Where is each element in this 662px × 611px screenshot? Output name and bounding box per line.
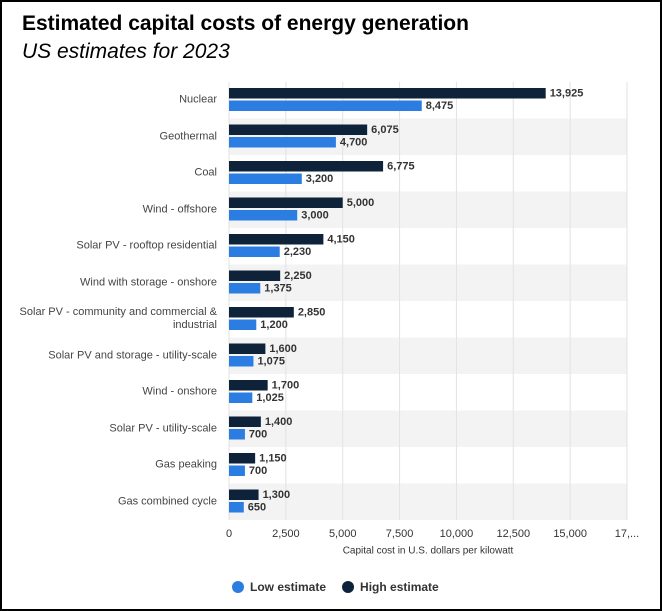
bar [229,319,257,330]
x-tick-label: 0 [226,528,232,540]
category-label: Solar PV - utility-scale [109,422,217,435]
value-label: 1,300 [263,489,291,501]
value-label: 1,150 [259,453,287,465]
category-label: Wind - offshore [142,203,217,216]
bar [229,380,268,391]
bar [229,416,261,427]
row-band [229,483,627,520]
row-band [229,191,627,228]
value-label: 2,230 [284,246,312,258]
category-label: Gas combined cycle [117,495,217,508]
category-label: Gas peaking [155,458,217,471]
value-label: 4,150 [327,234,355,246]
row-band [229,337,627,374]
value-label: 700 [249,429,267,441]
value-label: 1,400 [265,416,293,428]
bar [229,502,244,513]
value-label: 5,000 [347,197,375,209]
chart-subtitle: US estimates for 2023 [22,40,230,63]
bar [229,465,245,476]
value-label: 1,375 [264,283,292,295]
bar [229,283,261,294]
value-label: 6,775 [387,161,415,173]
x-tick-label: 12,500 [496,528,530,540]
row-band [229,410,627,447]
category-label: Nuclear [179,93,217,106]
category-label: Solar PV and storage - utility-scale [48,349,217,362]
bar [229,197,343,208]
bar [229,429,245,440]
bar [229,210,298,221]
value-label: 13,925 [550,88,584,100]
value-label: 1,600 [269,343,297,355]
legend-label: Low estimate [250,580,326,594]
bar [229,161,384,172]
category-label: Wind - onshore [142,385,217,398]
bar [229,392,253,403]
value-label: 650 [248,502,266,514]
x-tick-label: 5,000 [329,528,357,540]
category-label: Coal [194,166,217,179]
value-label: 6,075 [371,124,399,136]
bar [229,307,294,318]
bar [229,489,259,500]
row-band [229,264,627,301]
value-label: 1,700 [272,380,300,392]
bar [229,356,254,367]
category-label: Wind with storage - onshore [80,276,217,289]
bar [229,137,336,148]
value-label: 1,075 [257,356,285,368]
category-label: Geothermal [159,130,217,143]
bar [229,453,256,464]
value-label: 8,475 [426,100,454,112]
chart-title: Estimated capital costs of energy genera… [22,12,469,35]
bar [229,173,302,184]
value-label: 3,200 [306,173,334,185]
x-axis-label: Capital cost in U.S. dollars per kilowat… [343,546,514,557]
category-label: Solar PV - community and commercial & in… [19,306,217,332]
x-tick-label: 7,500 [386,528,414,540]
x-tick-label: 10,000 [440,528,474,540]
value-label: 3,000 [301,210,329,222]
bar [229,270,281,281]
x-tick-label: 15,000 [553,528,587,540]
bar [229,88,546,99]
bar [229,234,324,245]
legend-swatch [232,581,244,593]
bar [229,246,280,257]
legend-swatch [342,581,355,593]
value-label: 1,025 [256,392,284,404]
x-tick-label: 17,... [615,528,639,540]
bar [229,100,422,111]
x-tick-label: 2,500 [272,528,300,540]
value-label: 4,700 [340,137,368,149]
value-label: 2,850 [298,307,326,319]
value-label: 2,250 [284,270,312,282]
legend-label: High estimate [360,580,439,594]
value-label: 700 [249,465,267,477]
bar [229,124,368,135]
row-band [229,118,627,155]
category-label: Solar PV - rooftop residential [76,239,217,252]
bar [229,343,266,354]
value-label: 1,200 [260,319,288,331]
